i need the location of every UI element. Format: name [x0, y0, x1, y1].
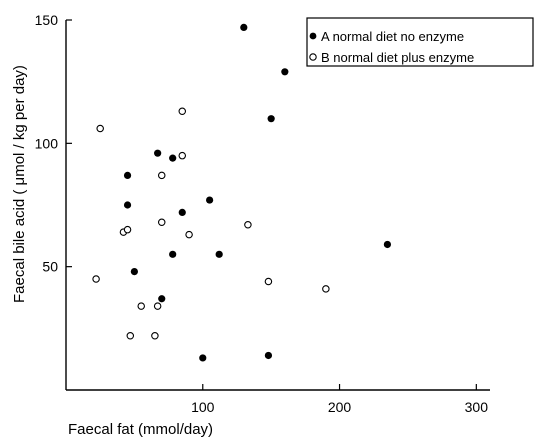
data-points [92, 18, 494, 362]
legend-entry-a: A normal diet no enzyme [321, 29, 464, 44]
x-axis-title: Faecal fat (mmol/day) [68, 421, 213, 438]
legend-box [306, 17, 534, 67]
point-series-b [137, 302, 145, 310]
y-tick-label: 50 [42, 259, 58, 275]
point-series-b [264, 277, 273, 286]
point-series-a [130, 268, 138, 276]
legend: A normal diet no enzyme B normal diet pl… [306, 17, 534, 67]
point-series-a [123, 201, 132, 209]
x-tick-label: 300 [465, 399, 489, 415]
axes [65, 20, 490, 391]
point-series-a [169, 250, 177, 258]
point-series-b [157, 218, 166, 227]
point-series-b [151, 331, 159, 340]
point-series-b [123, 225, 132, 234]
legend-entry-b: B normal diet plus enzyme [321, 50, 474, 65]
point-series-b [185, 230, 193, 239]
point-series-b [157, 171, 166, 180]
point-series-a [123, 171, 132, 179]
point-series-a [281, 68, 289, 76]
point-series-a [206, 196, 214, 204]
point-series-a [199, 354, 207, 362]
point-series-b [153, 302, 162, 310]
point-series-a [267, 115, 275, 123]
ticks: 100 200 300 50 100 150 [35, 12, 489, 415]
point-series-a [264, 351, 273, 360]
point-series-b [244, 220, 252, 229]
point-series-a [169, 154, 177, 162]
point-series-b [92, 275, 100, 283]
y-tick-label: 100 [35, 135, 59, 151]
point-series-a [154, 149, 162, 157]
point-series-a [178, 208, 186, 216]
point-series-b [178, 107, 187, 116]
y-tick-label: 150 [35, 12, 59, 28]
y-axis-title: Faecal bile acid ( μmol / kg per day) [11, 65, 28, 303]
x-tick-label: 200 [328, 399, 352, 415]
point-series-b [96, 124, 104, 133]
point-series-b [178, 151, 187, 160]
point-series-b [126, 331, 135, 340]
point-series-b [322, 285, 330, 293]
point-series-a [240, 23, 248, 31]
legend-marker-open [309, 53, 317, 61]
point-series-a [383, 240, 392, 249]
point-series-a [158, 295, 166, 303]
x-tick-label: 100 [191, 399, 215, 415]
legend-marker-filled [309, 32, 317, 40]
point-series-a [215, 250, 223, 258]
